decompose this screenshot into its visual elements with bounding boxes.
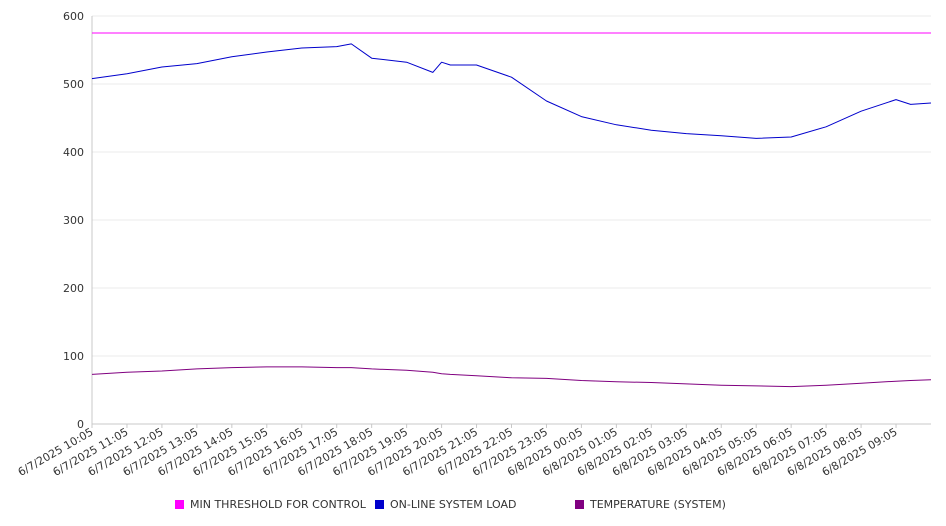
legend-item-temperature[interactable]: TEMPERATURE (SYSTEM) xyxy=(575,498,726,511)
legend-swatch-temperature xyxy=(575,500,584,509)
legend-label-min-threshold: MIN THRESHOLD FOR CONTROL xyxy=(190,498,366,511)
x-tick-labels: 6/7/2025 10:056/7/2025 11:056/7/2025 12:… xyxy=(16,425,900,479)
y-tick-label: 200 xyxy=(63,282,84,295)
axes xyxy=(91,16,931,428)
legend-label-temperature: TEMPERATURE (SYSTEM) xyxy=(590,498,726,511)
y-tick-label: 400 xyxy=(63,146,84,159)
legend-swatch-system-load xyxy=(375,500,384,509)
legend-item-system-load[interactable]: ON-LINE SYSTEM LOAD xyxy=(375,498,516,511)
legend: MIN THRESHOLD FOR CONTROL ON-LINE SYSTEM… xyxy=(0,498,946,514)
y-tick-label: 500 xyxy=(63,78,84,91)
y-tick-label: 600 xyxy=(63,10,84,23)
series-line-system-load xyxy=(91,43,932,139)
y-tick-labels: 0 100 200 300 400 500 600 xyxy=(63,10,84,431)
series-lines xyxy=(91,32,932,388)
legend-label-system-load: ON-LINE SYSTEM LOAD xyxy=(390,498,517,511)
series-line-temperature xyxy=(91,366,932,388)
y-tick-label: 0 xyxy=(77,418,84,431)
legend-item-min-threshold[interactable]: MIN THRESHOLD FOR CONTROL xyxy=(175,498,366,511)
y-tick-label: 100 xyxy=(63,350,84,363)
legend-swatch-min-threshold xyxy=(175,500,184,509)
grid-lines xyxy=(92,15,931,357)
y-tick-label: 300 xyxy=(63,214,84,227)
